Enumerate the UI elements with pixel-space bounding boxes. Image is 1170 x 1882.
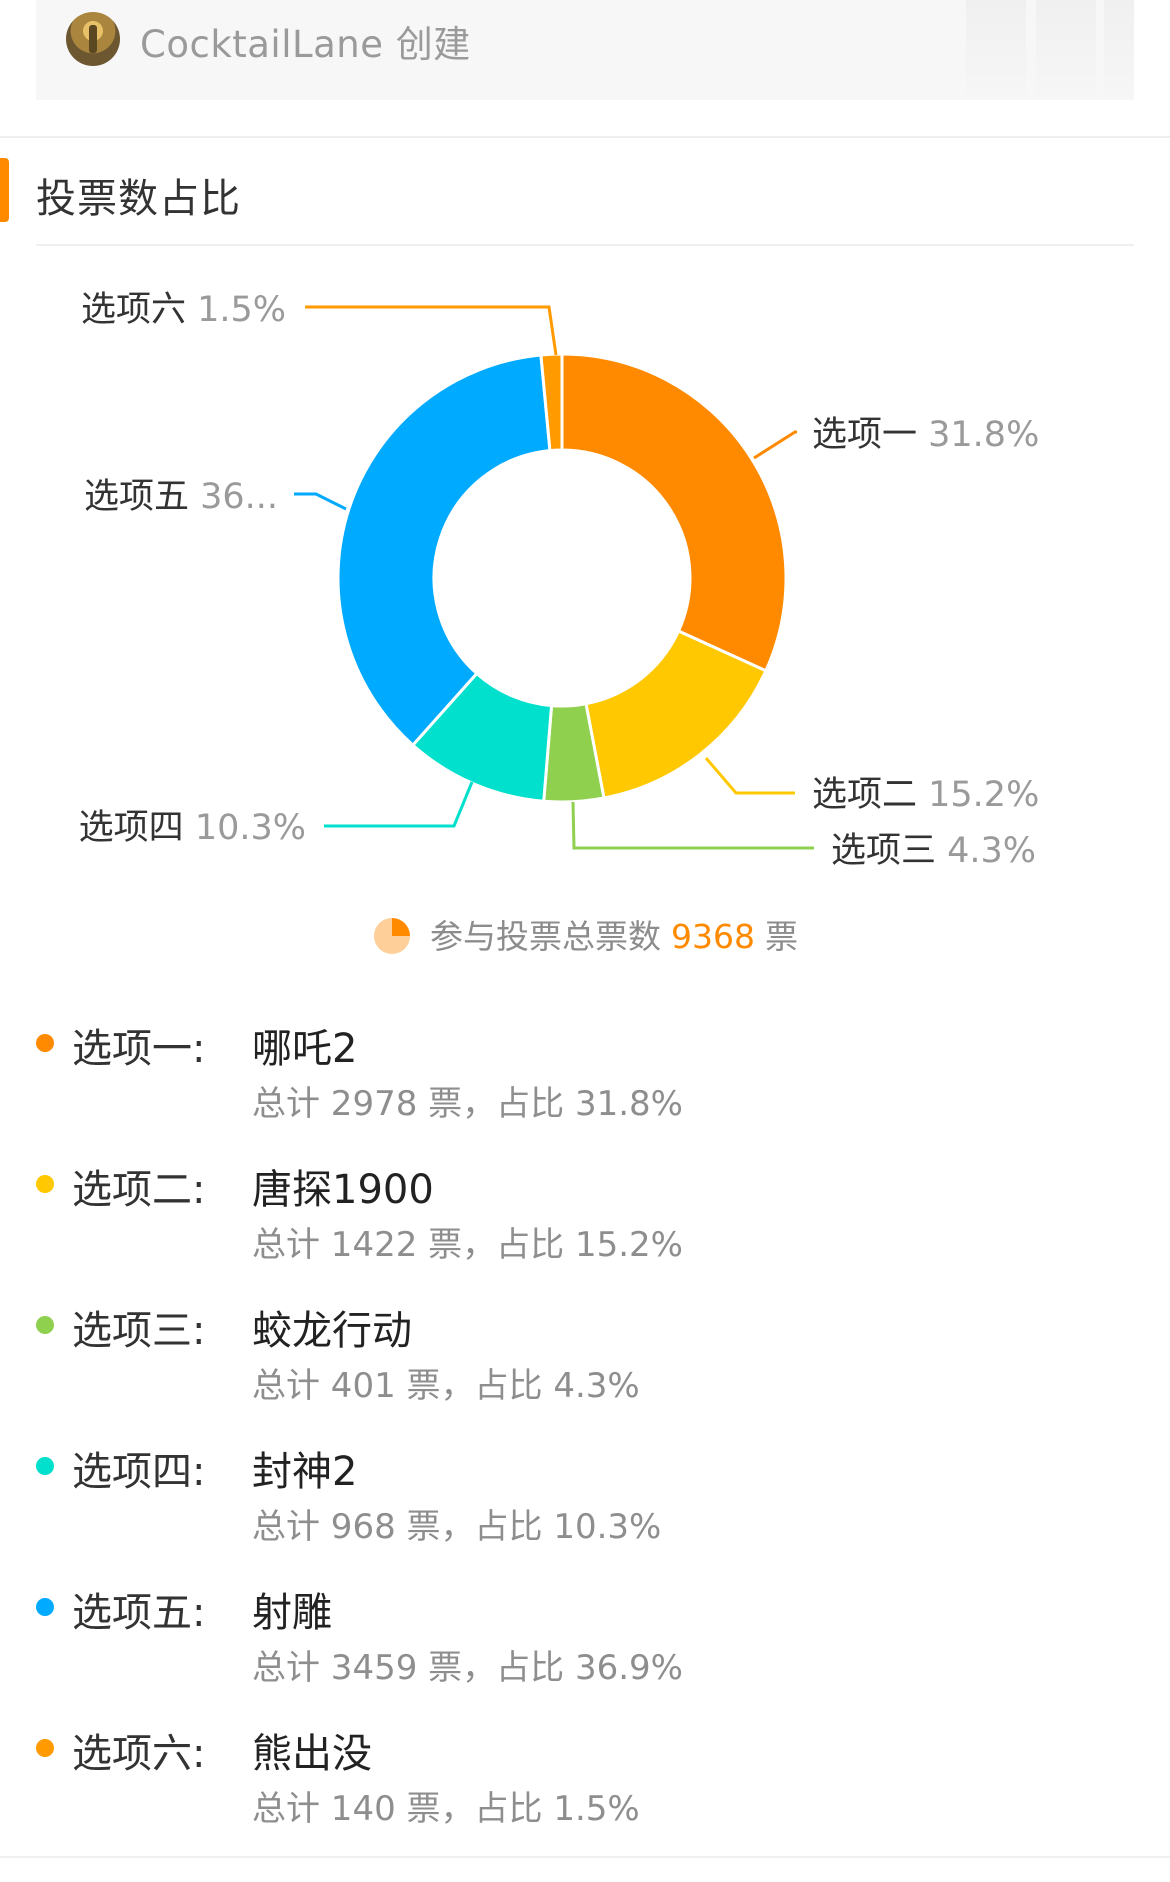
slice-label-percent: 31.8% — [928, 415, 1039, 455]
slice-label: 选项三 4.3% — [831, 831, 1036, 871]
leader-line — [753, 430, 797, 460]
slice-label-percent: 15.2% — [928, 775, 1039, 815]
creator-decoration — [1104, 0, 1134, 98]
option-label: 选项三: — [72, 1308, 206, 1354]
creator-text: CocktailLane 创建 — [140, 23, 471, 66]
option-item: 选项二: 唐探1900 总计 1422 票，占比 15.2% — [0, 1151, 1170, 1292]
total-unit: 票 — [764, 917, 798, 956]
avatar[interactable] — [66, 12, 120, 66]
divider — [36, 244, 1134, 246]
option-label: 选项五: — [72, 1590, 206, 1636]
pie-chart-icon — [374, 917, 410, 954]
creator-decoration — [966, 0, 1026, 98]
option-stats: 总计 401 票，占比 4.3% — [252, 1366, 640, 1406]
slice-label: 选项四 10.3% — [79, 808, 306, 848]
slice-label-category: 选项五 — [84, 477, 200, 517]
donut-slice[interactable] — [560, 352, 788, 673]
option-name: 蛟龙行动 — [252, 1308, 412, 1354]
option-item: 选项六: 熊出没 总计 140 票，占比 1.5% — [0, 1715, 1170, 1856]
option-color-dot — [36, 1457, 54, 1475]
divider — [0, 136, 1170, 138]
option-stats: 总计 2978 票，占比 31.8% — [252, 1084, 683, 1124]
divider — [0, 1856, 1170, 1858]
option-label: 选项二: — [72, 1167, 206, 1213]
option-stats: 总计 140 票，占比 1.5% — [252, 1789, 640, 1829]
section-accent-bar — [0, 158, 9, 222]
slice-label-category: 选项六 — [81, 290, 197, 330]
option-label: 选项四: — [72, 1449, 206, 1495]
total-label: 参与投票总票数 — [430, 917, 661, 956]
total-votes-row: 参与投票总票数 9368 票 — [0, 910, 1170, 966]
slice-label-percent: 4.3% — [947, 831, 1036, 871]
slice-label-percent: 1.5% — [197, 290, 286, 330]
option-color-dot — [36, 1598, 54, 1616]
slice-label-percent: 36... — [200, 477, 278, 517]
leader-line — [294, 492, 347, 511]
total-count: 9368 — [671, 917, 755, 956]
option-item: 选项四: 封神2 总计 968 票，占比 10.3% — [0, 1433, 1170, 1574]
option-item: 选项五: 射雕 总计 3459 票，占比 36.9% — [0, 1574, 1170, 1715]
option-color-dot — [36, 1316, 54, 1334]
option-name: 射雕 — [252, 1590, 332, 1636]
slice-label: 选项一 31.8% — [812, 415, 1039, 455]
option-item: 选项一: 哪吒2 总计 2978 票，占比 31.8% — [0, 1010, 1170, 1151]
slice-label-category: 选项四 — [79, 808, 195, 848]
slice-label: 选项五 36... — [84, 477, 278, 517]
vote-share-donut-chart: 选项一 31.8% 选项二 15.2% 选项三 4.3% 选项四 10.3% 选项五 3… — [79, 290, 1040, 871]
donut-slice[interactable] — [336, 353, 552, 748]
slice-label-percent: 10.3% — [195, 808, 306, 848]
slice-label-category: 选项一 — [812, 415, 928, 455]
option-list: 选项一: 哪吒2 总计 2978 票，占比 31.8% 选项二: 唐探1900 … — [0, 1010, 1170, 1856]
option-label: 选项一: — [72, 1026, 206, 1072]
leader-line — [305, 305, 558, 356]
creator-card[interactable]: CocktailLane 创建 — [36, 0, 1134, 100]
leader-line — [324, 781, 474, 828]
option-name: 唐探1900 — [252, 1167, 434, 1213]
option-stats: 总计 3459 票，占比 36.9% — [252, 1648, 683, 1688]
option-color-dot — [36, 1034, 54, 1052]
leader-line — [704, 757, 795, 795]
donut-slice[interactable] — [584, 629, 768, 800]
donut-slice[interactable] — [539, 352, 564, 453]
option-label: 选项六: — [72, 1731, 206, 1777]
option-name: 哪吒2 — [252, 1026, 358, 1072]
option-name: 封神2 — [252, 1449, 358, 1495]
slice-label: 选项二 15.2% — [812, 775, 1039, 815]
slice-label: 选项六 1.5% — [81, 290, 286, 330]
option-name: 熊出没 — [252, 1731, 372, 1777]
creator-decoration — [1036, 0, 1096, 98]
option-stats: 总计 1422 票，占比 15.2% — [252, 1225, 683, 1265]
section-title: 投票数占比 — [36, 176, 241, 222]
leader-line — [571, 801, 814, 850]
slice-label-category: 选项二 — [812, 775, 928, 815]
option-color-dot — [36, 1175, 54, 1193]
option-color-dot — [36, 1739, 54, 1757]
slice-label-category: 选项三 — [831, 831, 947, 871]
option-stats: 总计 968 票，占比 10.3% — [252, 1507, 662, 1547]
option-item: 选项三: 蛟龙行动 总计 401 票，占比 4.3% — [0, 1292, 1170, 1433]
